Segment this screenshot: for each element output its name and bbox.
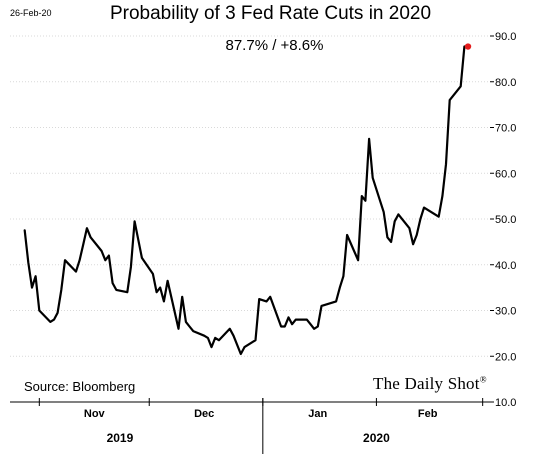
chart-title: Probability of 3 Fed Rate Cuts in 2020 [109, 3, 432, 24]
last-point-marker [464, 43, 472, 50]
series-line [23, 45, 470, 356]
x-axis: Nov Dec Jan Feb 2019 2020 [10, 398, 490, 454]
source-note: Source: Bloomberg [24, 379, 136, 394]
y-tick-label: 30.0 [495, 306, 516, 318]
chart-subtitle: 87.7% / +8.6% [225, 37, 324, 54]
y-tick-label: 50.0 [495, 214, 516, 226]
x-month-label: Jan [308, 408, 327, 420]
y-tick-label: 40.0 [495, 260, 516, 272]
y-tick-label: 20.0 [495, 351, 516, 363]
date-stamp: 26-Feb-20 [10, 8, 52, 18]
x-month-label: Nov [84, 408, 106, 420]
series-layer [23, 43, 472, 356]
y-tick-label: 60.0 [495, 168, 516, 180]
x-month-label: Feb [418, 408, 438, 420]
y-tick-label: 70.0 [495, 123, 516, 135]
brand-logo: The Daily Shot® [373, 374, 487, 394]
y-tick-label: 80.0 [495, 77, 516, 89]
y-tick-label: 90.0 [495, 31, 516, 43]
brand-name: The Daily Shot [373, 374, 480, 393]
x-month-label: Dec [194, 408, 214, 420]
brand-mark: ® [479, 374, 487, 385]
x-year-label: 2020 [363, 431, 390, 445]
y-axis: 10.0 20.0 30.0 40.0 50.0 60.0 70.0 80.0 90.0 [490, 31, 516, 409]
x-year-label: 2019 [107, 431, 134, 445]
grid-lines [10, 35, 490, 357]
y-tick-label: 10.0 [495, 397, 516, 409]
